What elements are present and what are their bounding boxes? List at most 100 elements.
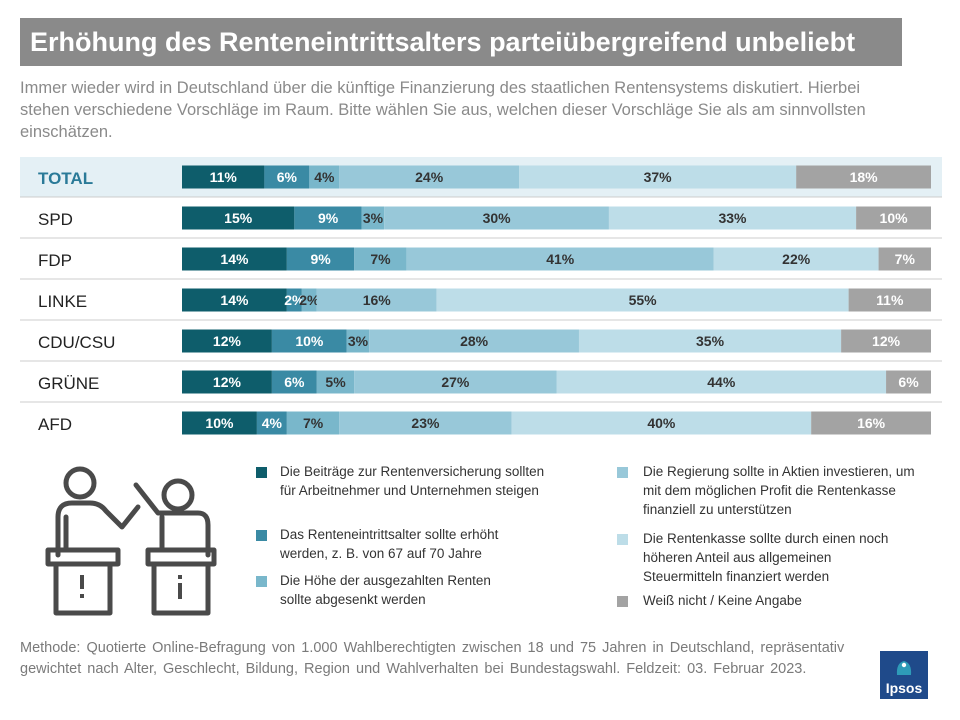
data-label: 14% xyxy=(220,251,249,267)
data-label: 16% xyxy=(857,415,886,431)
category-label: CDU/CSU xyxy=(38,333,115,352)
data-label: 33% xyxy=(718,210,747,226)
data-label: 12% xyxy=(213,374,242,390)
bar-segment xyxy=(256,411,287,435)
legend-swatch xyxy=(617,596,628,607)
bar-segment xyxy=(286,288,302,312)
bar-segment xyxy=(182,288,287,312)
bar-segment xyxy=(878,247,931,271)
legend-item: Die Regierung sollte in Aktien investier… xyxy=(643,464,915,517)
data-label: 6% xyxy=(898,374,919,390)
data-label: 11% xyxy=(210,169,238,185)
data-label: 3% xyxy=(363,210,384,226)
bar-segment xyxy=(848,288,931,312)
data-label: 30% xyxy=(483,210,512,226)
bar-segment xyxy=(264,165,310,189)
category-label: GRÜNE xyxy=(38,374,99,393)
data-label: 6% xyxy=(284,374,305,390)
bar-segment xyxy=(608,206,857,230)
bar-segment xyxy=(316,288,437,312)
logo-mark-icon xyxy=(896,661,912,675)
bar-segment xyxy=(578,329,842,353)
data-label: 10% xyxy=(205,415,234,431)
data-label: 7% xyxy=(370,251,391,267)
bar-segment xyxy=(886,370,931,394)
bar-segment xyxy=(294,206,362,230)
bar-segment xyxy=(182,206,295,230)
bar-segment xyxy=(301,288,317,312)
bar-segment xyxy=(346,329,370,353)
bar-segment xyxy=(182,329,272,353)
bar-segment xyxy=(271,370,317,394)
data-label: 11% xyxy=(876,292,904,308)
bar-segment xyxy=(519,165,797,189)
legend-swatch xyxy=(256,576,267,587)
bar-segment xyxy=(309,165,340,189)
data-label: 22% xyxy=(782,251,811,267)
ipsos-logo: Ipsos xyxy=(880,651,928,699)
bar-segment xyxy=(841,329,931,353)
data-label: 23% xyxy=(411,415,440,431)
bar-segment xyxy=(556,370,887,394)
bar-segment xyxy=(316,370,355,394)
bar-segment xyxy=(511,411,812,435)
bar-segment xyxy=(182,411,257,435)
chart-title: Erhöhung des Renteneintrittsalters parte… xyxy=(20,18,902,66)
legend-swatch xyxy=(617,467,628,478)
data-label: 7% xyxy=(303,415,324,431)
category-label: TOTAL xyxy=(38,169,93,188)
bar-segment xyxy=(856,206,931,230)
data-label: 4% xyxy=(262,415,283,431)
data-label: 37% xyxy=(644,169,673,185)
data-label: 5% xyxy=(325,374,346,390)
data-label: 2% xyxy=(284,292,305,308)
bar-segment xyxy=(436,288,849,312)
bar-segment xyxy=(361,206,385,230)
bar-segment xyxy=(406,247,714,271)
bar-segment xyxy=(182,370,272,394)
data-label: 24% xyxy=(415,169,444,185)
bar-segment xyxy=(369,329,579,353)
data-label: 3% xyxy=(348,333,369,349)
data-label: 28% xyxy=(460,333,489,349)
data-label: 41% xyxy=(546,251,575,267)
category-label: LINKE xyxy=(38,292,87,311)
chart-intro: Immer wieder wird in Deutschland über di… xyxy=(20,79,866,141)
data-label: 10% xyxy=(880,210,909,226)
category-label: SPD xyxy=(38,210,73,229)
data-label: 18% xyxy=(850,169,879,185)
data-label: 40% xyxy=(647,415,676,431)
bar-segment xyxy=(354,247,407,271)
bar-segment xyxy=(384,206,609,230)
stacked-bar-chart: TOTAL 11% 6% 4% 24% 37% 18% SPD 15% 9% 3% 30% 33% 10%… xyxy=(20,157,942,435)
bar-segment xyxy=(713,247,879,271)
bar-segment xyxy=(354,370,557,394)
data-label: 7% xyxy=(895,251,916,267)
methodology-note: Methode: Quotierte Online-Befragung von … xyxy=(20,640,845,677)
legend-swatch xyxy=(617,534,628,545)
legend-item: Das Renteneintrittsalter sollte erhöht w… xyxy=(280,527,499,561)
bar-segment xyxy=(339,165,520,189)
data-label: 4% xyxy=(314,169,335,185)
bar-segment xyxy=(339,411,512,435)
legend-item: Weiß nicht / Keine Angabe xyxy=(643,593,802,608)
people-debate-icon xyxy=(45,466,217,616)
category-label: AFD xyxy=(38,415,72,434)
bar-segment xyxy=(182,165,265,189)
data-label: 16% xyxy=(363,292,392,308)
data-label: 15% xyxy=(224,210,253,226)
data-label: 14% xyxy=(220,292,249,308)
data-label: 44% xyxy=(707,374,736,390)
bar-segment xyxy=(286,411,340,435)
category-label: FDP xyxy=(38,251,72,270)
legend-item: Die Rentenkasse sollte durch einen noch … xyxy=(643,531,889,584)
bar-segment xyxy=(796,165,931,189)
data-label: 6% xyxy=(277,169,298,185)
data-label: 35% xyxy=(696,333,725,349)
data-label: 2% xyxy=(299,292,320,308)
legend-swatch xyxy=(256,467,267,478)
data-label: 12% xyxy=(872,333,901,349)
data-label: 9% xyxy=(318,210,339,226)
legend-item: Die Höhe der ausgezahlten Renten sollte … xyxy=(280,573,491,607)
legend-item: Die Beiträge zur Rentenversicherung soll… xyxy=(280,464,545,498)
